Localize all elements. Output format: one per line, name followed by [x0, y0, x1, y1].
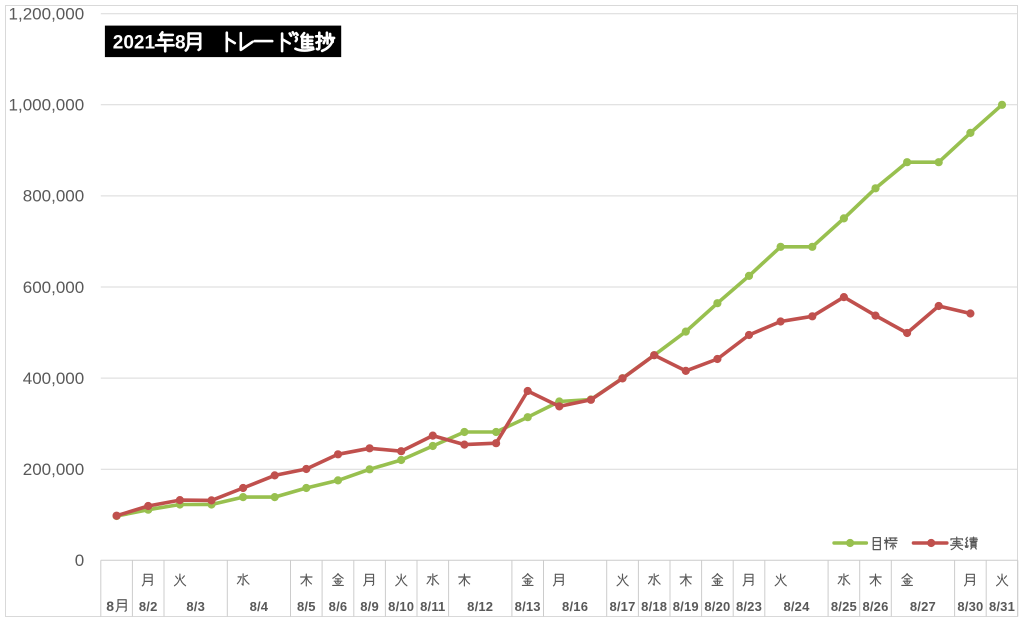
svg-text:8/2: 8/2	[139, 599, 158, 614]
svg-text:8/5: 8/5	[297, 599, 316, 614]
svg-text:8/30: 8/30	[957, 599, 983, 614]
svg-text:2021: 2021	[113, 33, 156, 54]
svg-text:8/10: 8/10	[388, 599, 414, 614]
svg-text:200,000: 200,000	[23, 460, 84, 479]
svg-text:800,000: 800,000	[23, 187, 84, 206]
svg-text:8: 8	[175, 32, 186, 53]
svg-text:8/19: 8/19	[673, 599, 699, 614]
svg-text:600,000: 600,000	[23, 278, 84, 297]
svg-text:8/4: 8/4	[250, 599, 269, 614]
svg-text:8/11: 8/11	[420, 599, 445, 614]
svg-text:8/6: 8/6	[329, 599, 348, 614]
svg-text:400,000: 400,000	[23, 369, 84, 388]
svg-text:8/27: 8/27	[910, 599, 936, 614]
svg-text:8/26: 8/26	[862, 599, 888, 614]
svg-text:8/18: 8/18	[641, 599, 667, 614]
svg-text:8/9: 8/9	[360, 599, 379, 614]
svg-text:8/13: 8/13	[515, 599, 541, 614]
svg-text:1,000,000: 1,000,000	[9, 96, 85, 115]
svg-text:8/16: 8/16	[562, 599, 588, 614]
svg-text:1,200,000: 1,200,000	[9, 5, 85, 24]
svg-text:8/31: 8/31	[989, 599, 1015, 614]
svg-text:8/23: 8/23	[736, 599, 762, 614]
svg-text:8/24: 8/24	[783, 599, 810, 614]
svg-text:8: 8	[106, 598, 114, 614]
svg-text:8/3: 8/3	[186, 599, 205, 614]
svg-text:8/20: 8/20	[704, 599, 730, 614]
svg-text:8/17: 8/17	[609, 599, 635, 614]
svg-text:8/12: 8/12	[467, 599, 493, 614]
svg-text:8/25: 8/25	[831, 599, 857, 614]
svg-text:0: 0	[75, 551, 84, 570]
